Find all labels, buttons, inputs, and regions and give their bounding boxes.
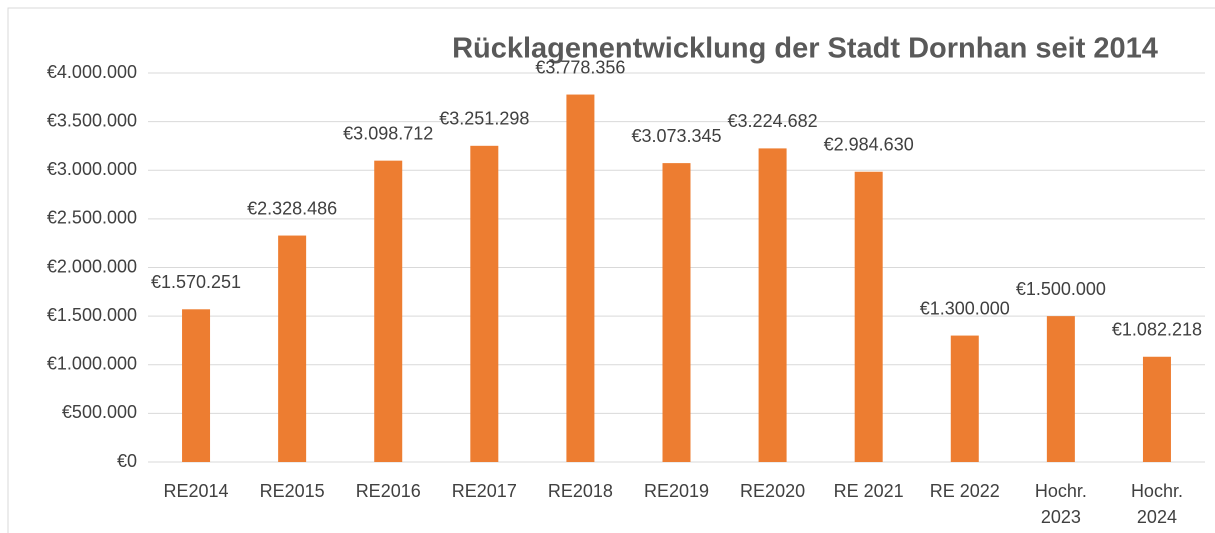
y-tick-label: €2.000.000: [47, 256, 137, 276]
y-tick-label: €1.000.000: [47, 354, 137, 374]
x-tick-label: RE2017: [451, 481, 517, 501]
x-tick-label: RE 2022: [929, 481, 1000, 501]
data-label: €3.778.356: [535, 57, 625, 77]
x-tick-label: RE 2021: [833, 481, 904, 501]
data-label: €3.224.682: [728, 111, 818, 131]
data-label: €3.098.712: [343, 123, 433, 143]
data-label: €2.328.486: [247, 198, 337, 218]
y-tick-label: €0: [117, 451, 137, 471]
bar: [374, 160, 403, 462]
bar: [182, 309, 211, 462]
bar: [1046, 316, 1075, 462]
y-tick-label: €4.000.000: [47, 62, 137, 82]
data-label: €1.570.251: [151, 272, 241, 292]
bar: [278, 235, 307, 462]
data-label: €1.082.218: [1112, 320, 1202, 340]
x-tick-label: RE2014: [163, 481, 229, 501]
data-label: €1.500.000: [1016, 279, 1106, 299]
x-tick-label: RE2020: [740, 481, 806, 501]
bar: [758, 148, 787, 463]
bar: [1142, 356, 1171, 462]
x-tick-label: Hochr. 2024: [1130, 481, 1183, 527]
frame: [7, 7, 1215, 533]
y-tick-label: €2.500.000: [47, 208, 137, 228]
bar: [470, 145, 499, 462]
bar: [854, 171, 883, 462]
y-tick-label: €3.500.000: [47, 110, 137, 130]
y-tick-label: €1.500.000: [47, 305, 137, 325]
x-tick-label: RE2019: [643, 481, 710, 501]
y-tick-label: €500.000: [62, 402, 137, 422]
data-label: €1.300.000: [920, 298, 1010, 318]
data-label: €3.251.298: [439, 109, 529, 129]
x-tick-label: RE2015: [259, 481, 325, 501]
data-label: €2.984.630: [824, 134, 914, 154]
x-tick-label: RE2016: [355, 481, 421, 501]
chart-title: Rücklagenentwicklung der Stadt Dornhan s…: [452, 33, 1158, 65]
x-tick-label: Hochr. 2023: [1034, 481, 1087, 527]
x-tick-label: RE2018: [547, 481, 613, 501]
data-label: €3.073.345: [631, 126, 721, 146]
y-tick-label: €3.000.000: [47, 159, 137, 179]
bar: [662, 163, 691, 463]
bar: [950, 335, 979, 462]
bar: [566, 94, 595, 463]
